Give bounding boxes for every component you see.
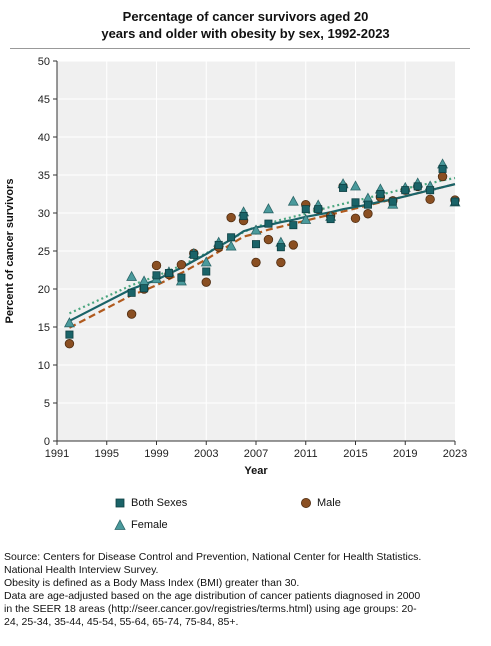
- point-male: [288, 240, 299, 250]
- point-male: [350, 213, 361, 224]
- y-tick-label: 10: [38, 360, 50, 372]
- point-both-sexes: [314, 205, 323, 214]
- x-axis-label: Year: [244, 465, 268, 477]
- point-male: [425, 194, 435, 205]
- y-tick-label: 30: [38, 208, 50, 220]
- note-line-6: 24, 25-34, 35-44, 45-54, 55-64, 65-74, 7…: [4, 616, 239, 628]
- point-both-sexes: [152, 271, 161, 280]
- point-both-sexes: [376, 189, 385, 198]
- point-male: [276, 257, 286, 268]
- point-both-sexes: [140, 284, 149, 293]
- point-female: [262, 203, 274, 214]
- x-tick-label: 1991: [45, 448, 69, 460]
- y-tick-label: 0: [44, 436, 50, 448]
- chart-title: Percentage of cancer survivors aged 20 y…: [0, 8, 491, 42]
- y-tick-label: 45: [38, 94, 50, 106]
- point-both-sexes: [127, 288, 136, 297]
- point-both-sexes: [251, 240, 260, 249]
- point-female: [225, 240, 237, 251]
- point-both-sexes: [65, 330, 74, 339]
- point-both-sexes: [426, 186, 435, 195]
- point-male: [176, 259, 187, 270]
- x-tick-label: 2007: [244, 448, 268, 460]
- x-tick-label: 2019: [393, 448, 417, 460]
- point-both-sexes: [351, 198, 360, 207]
- point-female: [350, 180, 361, 191]
- point-both-sexes: [189, 250, 198, 259]
- x-tick-label: 1999: [144, 448, 168, 460]
- trend-line-female: [68, 176, 456, 315]
- axes: 0 5 10 15 20 25 30 35 40 45 50 1991 1995 1999 2003 2007…: [38, 56, 467, 460]
- y-tick-label: 40: [38, 132, 50, 144]
- y-tick-label: 25: [38, 246, 50, 258]
- point-female: [200, 256, 212, 267]
- point-female: [126, 270, 138, 281]
- x-tick-label: 2011: [294, 448, 318, 460]
- y-tick-label: 35: [38, 170, 50, 182]
- point-both-sexes: [326, 215, 335, 224]
- point-male: [64, 339, 75, 349]
- point-both-sexes: [289, 221, 298, 230]
- point-male: [151, 260, 162, 271]
- point-male: [201, 277, 211, 287]
- note-line-2: National Health Interview Survey.: [4, 564, 159, 576]
- point-female: [63, 317, 75, 328]
- point-both-sexes: [239, 212, 248, 221]
- trend-lines: [68, 176, 456, 329]
- grid-lines: [57, 60, 455, 441]
- point-both-sexes: [177, 273, 186, 282]
- point-female: [300, 213, 312, 224]
- data-points: [63, 158, 461, 349]
- point-both-sexes: [164, 269, 173, 278]
- point-both-sexes: [388, 197, 397, 206]
- chart-title-line-2: years and older with obesity by sex, 199…: [101, 26, 390, 41]
- point-both-sexes: [401, 186, 410, 195]
- point-both-sexes: [450, 197, 459, 206]
- point-female: [287, 195, 299, 206]
- point-both-sexes: [363, 200, 372, 209]
- point-both-sexes: [264, 219, 273, 228]
- point-male: [263, 234, 274, 245]
- point-female: [250, 224, 262, 235]
- source-notes: Source: Centers for Disease Control and …: [4, 551, 487, 629]
- y-tick-label: 15: [38, 322, 50, 334]
- x-tick-label: 1995: [95, 448, 119, 460]
- x-tick-label: 2023: [443, 448, 467, 460]
- point-both-sexes: [214, 240, 223, 249]
- point-both-sexes: [413, 182, 422, 191]
- note-line-1: Source: Centers for Disease Control and …: [4, 551, 422, 563]
- point-both-sexes: [202, 267, 211, 276]
- point-male: [251, 257, 261, 268]
- point-male: [126, 309, 137, 319]
- x-tick-label: 2003: [194, 448, 218, 460]
- note-line-3: Obesity is defined as a Body Mass Index …: [4, 577, 300, 589]
- point-both-sexes: [438, 164, 447, 173]
- point-both-sexes: [276, 243, 285, 252]
- point-male: [437, 171, 448, 182]
- y-tick-label: 50: [38, 56, 50, 68]
- note-line-5: in the SEER 18 areas (http://seer.cancer…: [4, 603, 417, 615]
- y-axis-label: Percent of cancer survivors: [4, 179, 16, 324]
- chart-title-line-1: Percentage of cancer survivors aged 20: [122, 9, 369, 24]
- point-male: [363, 209, 373, 219]
- point-male: [226, 212, 236, 223]
- point-both-sexes: [339, 183, 348, 192]
- point-both-sexes: [301, 205, 310, 214]
- x-tick-label: 2015: [343, 448, 367, 460]
- y-tick-label: 20: [38, 284, 50, 296]
- note-line-4: Data are age-adjusted based on the age d…: [4, 590, 421, 602]
- trend-line-both-sexes: [68, 183, 456, 322]
- title-divider: [10, 48, 470, 49]
- y-tick-label: 5: [44, 398, 50, 410]
- point-both-sexes: [227, 233, 236, 242]
